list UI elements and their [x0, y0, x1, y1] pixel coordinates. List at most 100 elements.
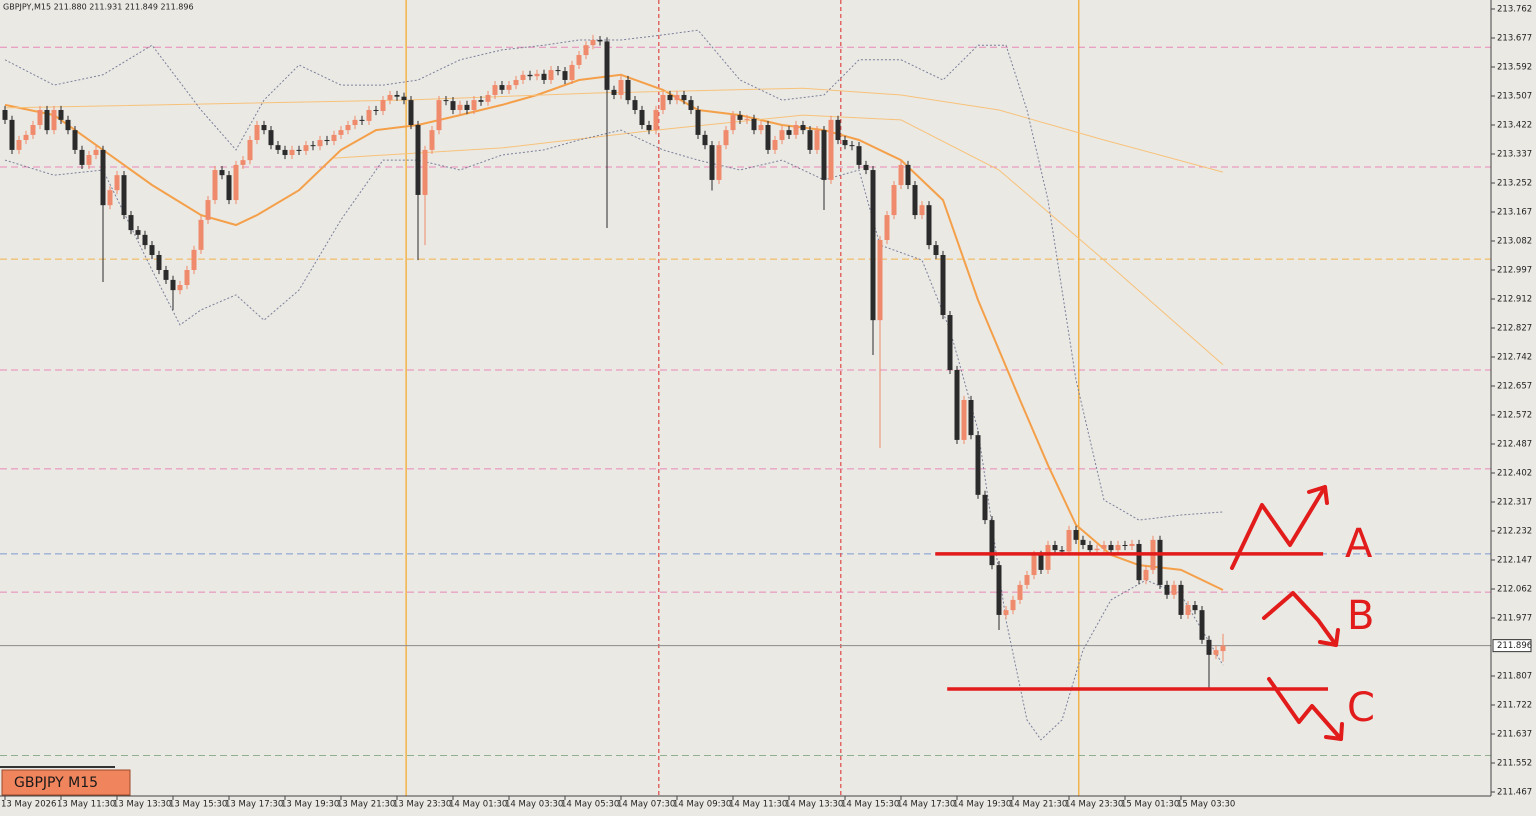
candle-body	[1115, 544, 1121, 551]
y-tick-label: 213.252	[1497, 179, 1532, 189]
candle-body	[1143, 569, 1149, 581]
candle-body	[996, 565, 1002, 615]
candle-body	[639, 109, 645, 125]
candle-body	[954, 369, 960, 440]
candle-body	[86, 155, 92, 165]
candle-body	[261, 125, 267, 131]
indicator-line	[333, 114, 1224, 366]
candle-body	[303, 145, 309, 151]
candle-body	[709, 145, 715, 180]
candle-body	[1045, 544, 1051, 570]
candle-body	[436, 100, 442, 131]
candle-body	[443, 100, 449, 102]
scenario-label: A	[1345, 521, 1373, 567]
candle-body	[9, 119, 15, 150]
current-price-box	[1492, 639, 1532, 653]
candle-body	[464, 104, 470, 110]
candle-body	[1164, 584, 1170, 595]
candle-body	[590, 40, 596, 46]
candle-body	[751, 118, 757, 131]
candle-body	[366, 109, 372, 121]
candle-body	[58, 109, 64, 120]
candle-body	[478, 100, 484, 102]
candle-body	[912, 185, 918, 216]
candle-body	[177, 285, 183, 291]
candle-body	[191, 249, 197, 270]
candle-body	[849, 145, 855, 147]
candle-body	[1157, 539, 1163, 585]
arrow-a-head	[1307, 485, 1329, 505]
y-tick-label: 213.337	[1497, 150, 1532, 160]
indicator-line	[4, 29, 1224, 521]
candle-body	[268, 130, 274, 146]
candle-body	[660, 94, 666, 110]
candle-body	[359, 119, 365, 121]
y-tick-label: 212.572	[1497, 411, 1532, 421]
candle-body	[345, 125, 351, 131]
candle-body	[905, 164, 911, 186]
candle-body	[618, 79, 624, 95]
candle-body	[737, 115, 743, 120]
candle-body	[632, 100, 638, 110]
candle-body	[121, 175, 127, 216]
candle-body	[1073, 529, 1079, 540]
y-tick-label: 213.082	[1497, 237, 1532, 247]
candle-body	[604, 41, 610, 90]
candle-body	[2, 109, 8, 120]
y-tick-label: 211.552	[1497, 759, 1532, 769]
candle-body	[429, 130, 435, 150]
candle-body	[506, 85, 512, 90]
x-tick-label: 13 May 2026	[1, 800, 56, 810]
candle-body	[520, 74, 526, 80]
indicator-line	[4, 73, 1224, 591]
candle-body	[1010, 599, 1016, 611]
y-tick-label: 212.232	[1497, 527, 1532, 537]
candle-body	[387, 94, 393, 101]
candle-body	[884, 215, 890, 240]
y-tick-label: 213.592	[1497, 63, 1532, 73]
candle-body	[226, 175, 232, 201]
y-tick-label: 213.677	[1497, 34, 1532, 44]
candle-body	[79, 149, 85, 165]
candle-body	[457, 104, 463, 110]
candle-body	[835, 119, 841, 141]
candle-body	[219, 170, 225, 176]
candle-body	[114, 175, 120, 191]
candle-body	[310, 145, 316, 147]
candle-body	[541, 73, 547, 80]
candle-body	[373, 109, 379, 112]
candle-body	[926, 205, 932, 246]
candle-body	[513, 79, 519, 86]
x-tick-label: 14 May 03:30	[505, 800, 563, 810]
y-tick-label: 212.402	[1497, 469, 1532, 479]
candle-body	[1220, 645, 1226, 652]
candle-body	[100, 149, 106, 206]
candle-body	[485, 94, 491, 102]
candle-body	[716, 145, 722, 180]
arrow-b	[1262, 591, 1338, 647]
candle-body	[828, 119, 834, 180]
candle-body	[793, 125, 799, 135]
candle-body	[548, 70, 554, 80]
y-tick-label: 212.827	[1497, 324, 1532, 334]
candle-body	[870, 170, 876, 321]
x-tick-label: 13 May 21:30	[337, 800, 395, 810]
candle-body	[16, 140, 22, 150]
candle-body	[674, 94, 680, 101]
candle-body	[891, 185, 897, 216]
candle-body	[212, 170, 218, 201]
candle-body	[65, 119, 71, 131]
candle-body	[380, 100, 386, 112]
candle-body	[1178, 584, 1184, 615]
candle-body	[772, 140, 778, 150]
candle-body	[72, 130, 78, 150]
candle-body	[450, 101, 456, 110]
candle-body	[247, 140, 253, 161]
candle-body	[779, 130, 785, 141]
candle-body	[723, 130, 729, 146]
y-tick-label: 212.997	[1497, 266, 1532, 276]
candle-body	[1206, 639, 1212, 655]
candle-body	[205, 200, 211, 220]
candle-body	[625, 79, 631, 101]
scenario-label: B	[1347, 593, 1374, 639]
